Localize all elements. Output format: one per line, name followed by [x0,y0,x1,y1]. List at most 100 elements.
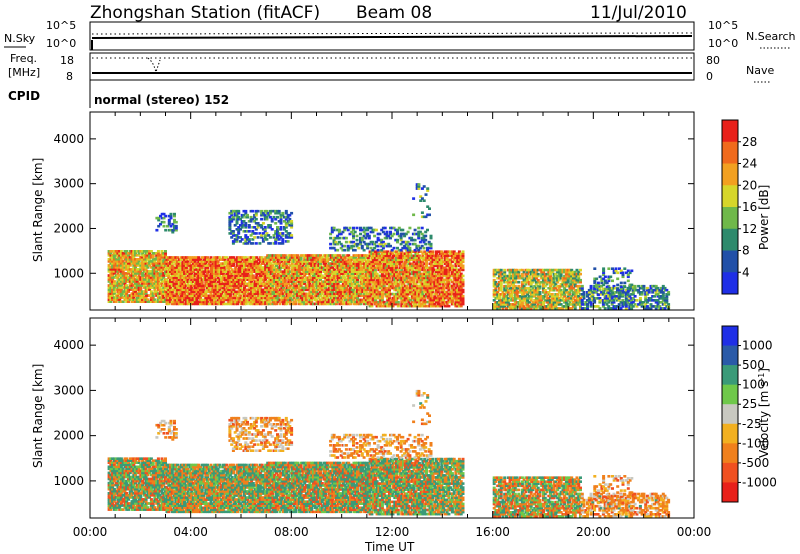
data-cell [253,266,257,269]
data-cell [377,268,381,272]
data-cell [125,258,129,261]
data-cell [211,278,215,281]
data-cell [292,284,296,288]
data-cell [234,282,238,286]
data-cell [312,266,315,269]
data-cell [213,278,217,281]
data-cell [276,262,280,265]
data-cell [333,294,337,298]
data-cell [260,256,264,259]
data-cell [128,294,132,297]
data-cell [322,280,326,283]
data-cell [207,296,211,300]
data-cell [137,264,141,267]
data-cell [149,260,153,263]
data-cell [119,256,123,259]
data-cell [250,298,254,302]
data-cell [206,294,209,298]
data-cell [186,292,190,296]
data-cell [260,274,264,277]
data-cell [209,302,213,306]
data-cell [380,250,384,253]
data-cell [128,250,132,253]
data-cell [357,294,361,298]
data-cell [195,272,199,275]
data-cell [204,274,208,277]
data-cell [197,266,201,269]
data-cell [121,276,125,279]
data-cell [382,262,386,266]
data-cell [303,268,307,271]
data-cell [265,284,269,288]
data-cell [155,268,159,271]
data-cell [282,292,285,296]
data-cell [243,262,246,265]
data-cell [380,278,384,282]
data-cell [297,264,301,267]
data-cell [116,288,120,291]
data-cell [359,288,363,292]
data-cell [246,278,250,281]
data-cell [267,260,271,263]
data-cell [112,256,116,259]
data-cell [258,264,262,267]
data-cell [384,280,388,284]
data-cell [204,292,208,296]
data-cell [181,290,185,294]
data-cell [354,300,358,304]
data-cell [204,260,208,263]
data-cell [363,280,367,283]
data-cell [289,290,293,294]
data-cell [160,260,164,263]
data-cell [303,262,307,265]
data-cell [146,298,150,301]
data-cell [276,280,280,283]
data-cell [319,288,322,292]
data-cell [216,290,220,294]
data-cell [278,266,282,269]
data-cell [199,274,202,277]
data-cell [213,264,217,267]
data-cell [324,258,328,261]
data-cell [402,274,406,278]
data-cell [266,276,270,279]
data-cell [125,250,129,253]
data-cell [319,278,322,281]
data-cell [327,292,331,296]
nave-tick-bottom: 0 [706,70,713,83]
data-cell [141,264,145,267]
data-cell [195,274,199,277]
data-cell [320,274,324,277]
data-cell [324,262,328,265]
data-cell [363,286,367,290]
data-cell [153,274,157,277]
data-cell [405,256,409,260]
data-cell [310,298,314,302]
data-cell [158,288,162,291]
data-cell [237,292,241,296]
data-cell [373,280,377,284]
data-cell [266,262,270,265]
data-cell [286,240,290,243]
data-cell [331,294,335,298]
data-cell [382,302,386,306]
data-cell [250,280,254,283]
data-cell [326,290,330,294]
data-cell [135,260,139,263]
data-cell [359,256,363,259]
data-cell [165,284,169,288]
data-cell [340,270,344,273]
data-cell [384,250,388,253]
data-cell [148,280,152,283]
data-cell [356,266,359,269]
data-cell [250,296,254,300]
data-cell [230,282,234,286]
data-cell [303,266,307,269]
data-cell [209,270,213,273]
data-cell [377,282,381,286]
data-cell [128,256,132,259]
data-cell [326,292,330,296]
data-cell [303,296,307,300]
data-cell [372,272,376,276]
data-cell [366,270,370,274]
